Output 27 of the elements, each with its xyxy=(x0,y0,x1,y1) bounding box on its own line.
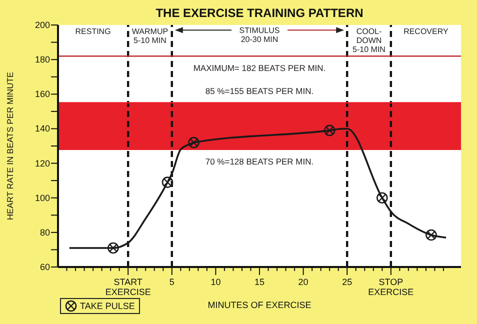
legend-label: TAKE PULSE xyxy=(79,300,135,312)
x-tick-label: 20 xyxy=(298,277,308,287)
x-tick-label: 10 xyxy=(210,277,221,287)
y-axis-title: HEART RATE IN BEATS PER MINUTE xyxy=(5,72,16,220)
x-tick-label: 15 xyxy=(254,277,265,287)
y-tick-label: 140 xyxy=(34,124,50,134)
annotation: WARMUP 5-10 MIN xyxy=(132,27,168,45)
annotation: RESTING xyxy=(75,27,111,36)
y-tick-label: 180 xyxy=(34,54,50,65)
y-tick-label: 120 xyxy=(34,158,50,168)
annotation: COOL- DOWN 5-10 MIN xyxy=(352,27,386,54)
annotation: STIMULUS 20-30 MIN xyxy=(239,26,280,44)
y-tick-label: 60 xyxy=(40,262,50,272)
ref-line-label: 85 %=155 BEATS PER MIN. xyxy=(205,86,314,96)
y-tick-label: 160 xyxy=(34,89,50,100)
ref-line-label: 70 %=128 BEATS PER MIN. xyxy=(205,156,314,166)
y-tick-label: 100 xyxy=(34,192,50,203)
y-tick-label: 80 xyxy=(40,227,50,238)
x-tick-label: START EXERCISE xyxy=(105,277,151,297)
x-tick-label: STOP EXERCISE xyxy=(368,277,414,297)
annotation: RECOVERY xyxy=(404,27,449,36)
ref-line-label: MAXIMUM= 182 BEATS PER MIN. xyxy=(193,63,326,74)
x-tick-label: 25 xyxy=(342,277,352,287)
x-tick-label: 5 xyxy=(169,277,174,287)
chart-title: THE EXERCISE TRAINING PATTERN xyxy=(154,6,364,20)
y-tick-label: 200 xyxy=(34,20,50,30)
x-axis-title: MINUTES OF EXERCISE xyxy=(208,300,312,310)
